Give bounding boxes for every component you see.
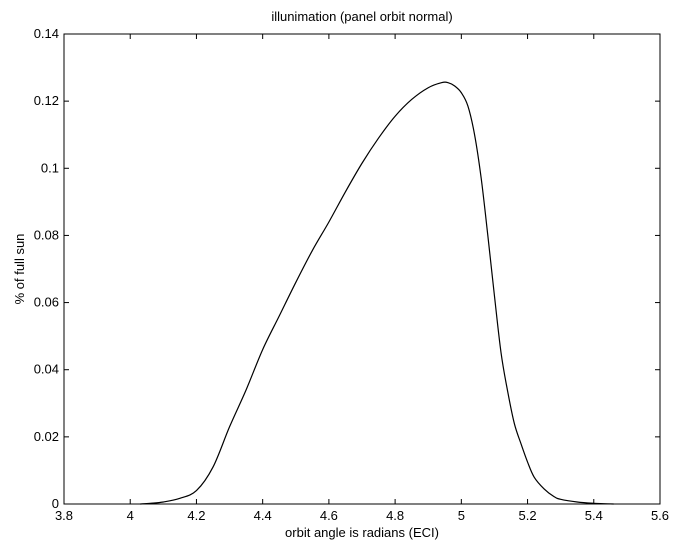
y-tick-label: 0.12: [34, 93, 59, 108]
x-tick-label: 5: [458, 508, 465, 523]
x-tick-label: 5.6: [651, 508, 669, 523]
y-tick-label: 0.14: [34, 26, 59, 41]
y-axis-label: % of full sun: [12, 234, 27, 305]
x-axis-ticks: 3.8 4 4.2 4.4 4.6 4.8 5 5.2 5.4 5.6: [55, 34, 669, 523]
series-line: [140, 81, 614, 505]
x-tick-label: 3.8: [55, 508, 73, 523]
plot-area: [63, 33, 661, 505]
chart-title: illunimation (panel orbit normal): [271, 9, 452, 24]
y-tick-label: 0.06: [34, 295, 59, 310]
x-tick-label: 4: [127, 508, 134, 523]
x-tick-label: 4.6: [320, 508, 338, 523]
x-tick-label: 5.2: [519, 508, 537, 523]
y-tick-label: 0: [52, 496, 59, 511]
y-tick-label: 0.02: [34, 429, 59, 444]
y-tick-label: 0.04: [34, 362, 59, 377]
y-tick-label: 0.08: [34, 227, 59, 242]
x-tick-label: 4.8: [386, 508, 404, 523]
x-tick-label: 5.4: [585, 508, 603, 523]
x-tick-label: 4.2: [187, 508, 205, 523]
y-axis-ticks: 0 0.02 0.04 0.06 0.08 0.1 0.12 0.14: [34, 26, 660, 511]
y-tick-label: 0.1: [41, 160, 59, 175]
x-axis-label: orbit angle is radians (ECI): [285, 525, 439, 540]
x-tick-label: 4.4: [254, 508, 272, 523]
